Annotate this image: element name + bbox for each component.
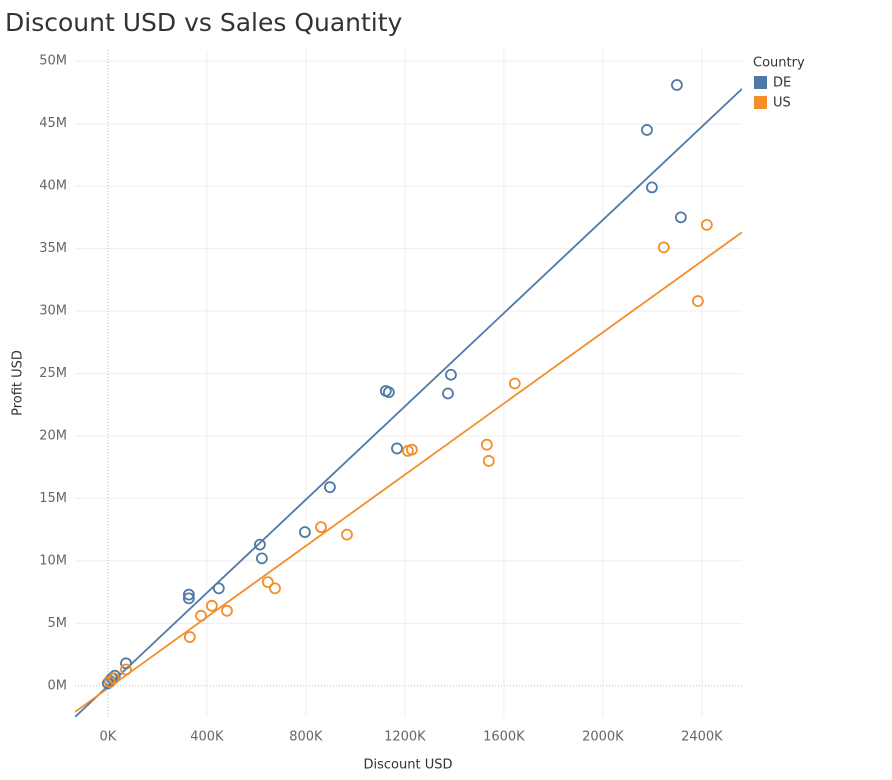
y-tick-label: 10M (39, 553, 67, 568)
point (221, 604, 233, 617)
x-tick-label: 2400K (681, 730, 723, 745)
point (315, 521, 327, 534)
plot-area (75, 79, 742, 717)
point (442, 387, 454, 400)
y-axis-label: Profit USD (11, 350, 26, 416)
x-tick-label: 800K (289, 730, 323, 745)
y-tick-label: 25M (39, 366, 67, 381)
point (401, 445, 414, 457)
point (646, 181, 658, 194)
x-tick-label: 0K (100, 730, 117, 745)
x-tick-label: 1200K (384, 730, 426, 745)
y-tick-label: 50M (39, 54, 67, 69)
y-tick-label: 35M (39, 241, 67, 256)
legend-swatch (754, 76, 767, 89)
x-axis-label: Discount USD (364, 758, 453, 773)
point (341, 528, 353, 541)
point (482, 455, 495, 467)
point (120, 663, 132, 676)
x-tick-label: 400K (190, 730, 224, 745)
y-tick-label: 15M (39, 491, 67, 506)
point (700, 218, 713, 231)
point (120, 657, 132, 670)
point (382, 386, 395, 399)
legend-label: US (773, 96, 791, 111)
point (671, 79, 683, 91)
point (182, 592, 195, 605)
legend-label: DE (773, 76, 791, 91)
point (205, 599, 218, 612)
trend-line (75, 88, 742, 717)
legend-swatch (754, 96, 767, 109)
point (261, 576, 274, 589)
point (107, 672, 120, 685)
y-tick-label: 45M (39, 116, 67, 131)
point (657, 241, 670, 254)
point (674, 211, 687, 224)
x-tick-label: 1600K (483, 730, 525, 745)
point (195, 609, 207, 622)
point (692, 295, 704, 307)
point (299, 526, 311, 539)
y-tick-label: 5M (48, 616, 68, 631)
trend-line (75, 231, 742, 713)
x-tick-label: 2000K (582, 730, 624, 745)
legend-title: Country (753, 56, 805, 71)
y-tick-label: 30M (39, 304, 67, 319)
point (445, 368, 457, 381)
point (641, 124, 653, 136)
point (391, 442, 403, 455)
point (508, 377, 521, 390)
point (324, 481, 336, 494)
point (253, 538, 266, 551)
point (182, 588, 195, 601)
y-tick-label: 20M (39, 428, 67, 443)
point (103, 676, 116, 688)
point (269, 582, 281, 595)
point (480, 438, 493, 451)
point (255, 552, 268, 565)
point (183, 631, 196, 643)
chart-title: Discount USD vs Sales Quantity (5, 8, 403, 37)
y-tick-label: 40M (39, 179, 67, 194)
point (212, 582, 225, 595)
y-tick-label: 0M (48, 678, 68, 693)
